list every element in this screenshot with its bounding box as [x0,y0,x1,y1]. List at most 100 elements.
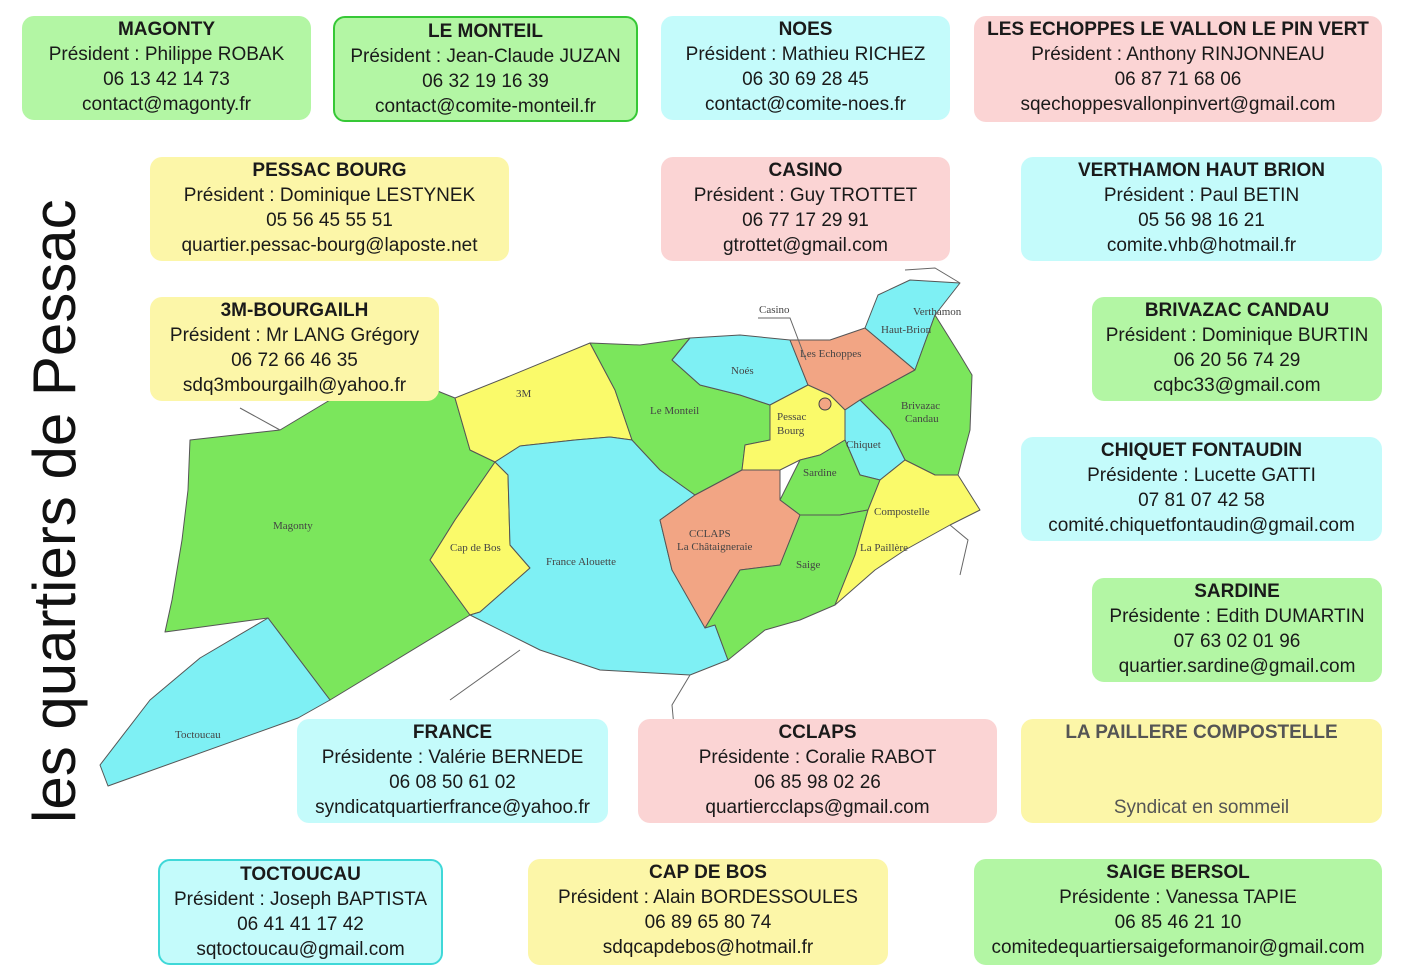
card-email[interactable]: gtrottet@gmail.com [722,235,888,256]
card-phone: 06 30 69 28 45 [742,69,869,90]
card-president: Président : Joseph BAPTISTA [173,889,428,910]
card-president: Présidente : Valérie BERNEDE [321,747,584,768]
map-label-sardine: Sardine [803,467,837,479]
card-president: Président : Guy TROTTET [693,185,918,206]
card-email[interactable]: quartiercclaps@gmail.com [705,797,930,818]
card-phone: 06 13 42 14 73 [103,69,230,90]
map-label-brivazac: Brivazac [901,400,940,412]
card-email[interactable]: quartier.sardine@gmail.com [1118,656,1356,677]
card-cap-de-bos: CAP DE BOS Président : Alain BORDESSOULE… [528,859,888,965]
card-noes: NOES Président : Mathieu RICHEZ 06 30 69… [661,16,950,120]
card-phone [1021,770,1382,795]
map-label-chataigneraie: La Châtaigneraie [677,541,753,553]
card-president [1021,745,1382,770]
card-email[interactable]: cqbc33@gmail.com [1153,375,1321,396]
card-president: Président : Mathieu RICHEZ [685,44,926,65]
card-president: Président : Dominique LESTYNEK [183,185,476,206]
card-email[interactable]: comitedequartiersaigeformanoir@gmail.com [991,937,1365,958]
map-label-candau: Candau [905,413,939,425]
card-title: LES ECHOPPES LE VALLON LE PIN VERT [987,19,1369,40]
map-label-les-echoppes: Les Echoppes [800,348,861,360]
card-title: TOCTOUCAU [240,864,361,885]
card-phone: 05 56 98 16 21 [1138,210,1265,231]
card-title: CCLAPS [778,722,857,743]
card-phone: 06 72 66 46 35 [231,350,358,371]
card-email[interactable]: sqtoctoucau@gmail.com [196,939,405,960]
card-sardine: SARDINE Présidente : Edith DUMARTIN 07 6… [1092,578,1382,682]
card-title: PESSAC BOURG [252,160,407,181]
card-email[interactable]: sdq3mbourgailh@yahoo.fr [182,375,407,396]
card-president: Président : Philippe ROBAK [48,44,285,65]
card-phone: 05 56 45 55 51 [266,210,393,231]
district-compostelle-paillere[interactable] [834,459,981,606]
card-phone: 06 32 19 16 39 [422,71,549,92]
card-email[interactable]: contact@magonty.fr [82,94,251,115]
map-label-compostelle: Compostelle [874,506,930,518]
card-president: Président : Dominique BURTIN [1105,325,1369,346]
card-email[interactable]: contact@comite-noes.fr [705,94,906,115]
map-label-verthamon: Verthamon [913,306,962,318]
card-phone: 06 20 56 74 29 [1173,350,1301,371]
card-president: Président : Paul BETIN [1103,185,1300,206]
card-title: BRIVAZAC CANDAU [1144,300,1330,321]
card-president: Président : Anthony RINJONNEAU [1031,44,1325,65]
card-title: SARDINE [1194,581,1280,602]
card-phone: 06 85 46 21 10 [1114,912,1242,933]
card-title: FRANCE [412,722,493,743]
card-email[interactable]: comite.vhb@hotmail.fr [1106,235,1297,256]
card-le-monteil: LE MONTEIL Président : Jean-Claude JUZAN… [333,16,638,122]
card-phone: 06 77 17 29 91 [742,210,869,231]
card-pessac-bourg: PESSAC BOURG Président : Dominique LESTY… [150,157,509,261]
card-title: NOES [778,19,833,40]
card-brivazac-candau: BRIVAZAC CANDAU Président : Dominique BU… [1092,297,1382,401]
card-president: Présidente : Vanessa TAPIE [1059,887,1297,908]
map-label-pessac: Pessac [777,411,806,423]
map-label-cap-de-bos: Cap de Bos [450,542,501,554]
card-email[interactable]: sqechoppesvallonpinvert@gmail.com [1020,94,1336,115]
map-label-casino: Casino [759,304,790,316]
card-email[interactable]: sdqcapdebos@hotmail.fr [602,937,814,958]
map-label-cclaps: CCLAPS [689,528,731,540]
card-phone: 06 89 65 80 74 [644,912,772,933]
map-label-noes: Noés [731,365,754,377]
map-label-la-paillere: La Paillère [860,542,908,554]
card-president: Président : Alain BORDESSOULES [558,887,858,908]
map-label-haut-brion: Haut-Brion [881,324,932,336]
card-la-paillere-compostelle: LA PAILLERE COMPOSTELLE Syndicat en somm… [1021,719,1382,823]
card-title: MAGONTY [117,19,216,40]
card-title: LE MONTEIL [427,21,544,42]
map-label-saige: Saige [796,559,821,571]
card-title: CHIQUET FONTAUDIN [1100,440,1303,461]
map-label-bourg: Bourg [777,425,805,437]
map-label-magonty: Magonty [273,520,313,532]
card-president: Présidente : Coralie RABOT [698,747,937,768]
map-label-chiquet: Chiquet [846,439,881,451]
card-verthamon: VERTHAMON HAUT BRION Président : Paul BE… [1021,157,1382,261]
card-email[interactable]: contact@comite-monteil.fr [375,96,596,117]
card-magonty: MAGONTY Président : Philippe ROBAK 06 13… [22,16,311,120]
card-phone: 06 41 41 17 42 [237,914,364,935]
card-email[interactable]: syndicatquartierfrance@yahoo.fr [315,797,590,818]
card-phone: 06 08 50 61 02 [389,772,516,793]
card-president: Président : Jean-Claude JUZAN [350,46,621,67]
card-president: Présidente : Edith DUMARTIN [1109,606,1365,627]
card-title: CAP DE BOS [649,862,767,883]
card-toctoucau: TOCTOUCAU Président : Joseph BAPTISTA 06… [158,859,443,965]
card-email[interactable]: quartier.pessac-bourg@laposte.net [181,235,478,256]
card-title: VERTHAMON HAUT BRION [1078,160,1325,181]
card-email[interactable]: comité.chiquetfontaudin@gmail.com [1048,515,1355,536]
card-france: FRANCE Présidente : Valérie BERNEDE 06 0… [297,719,608,823]
card-phone: 07 63 02 01 96 [1173,631,1301,652]
card-phone: 06 87 71 68 06 [1114,69,1242,90]
card-phone: 06 85 98 02 26 [754,772,881,793]
map-label-toctoucau: Toctoucau [175,729,221,741]
district-toctoucau[interactable] [99,617,331,787]
card-3m-bourgailh: 3M-BOURGAILH Président : Mr LANG Grégory… [150,297,439,401]
map-label-france-alouette: France Alouette [546,556,616,568]
card-status: Syndicat en sommeil [1113,797,1290,818]
map-label-3m: 3M [516,388,532,400]
card-les-echoppes: LES ECHOPPES LE VALLON LE PIN VERT Prési… [974,16,1382,122]
card-saige-bersol: SAIGE BERSOL Présidente : Vanessa TAPIE … [974,859,1382,965]
card-phone: 07 81 07 42 58 [1138,490,1265,511]
